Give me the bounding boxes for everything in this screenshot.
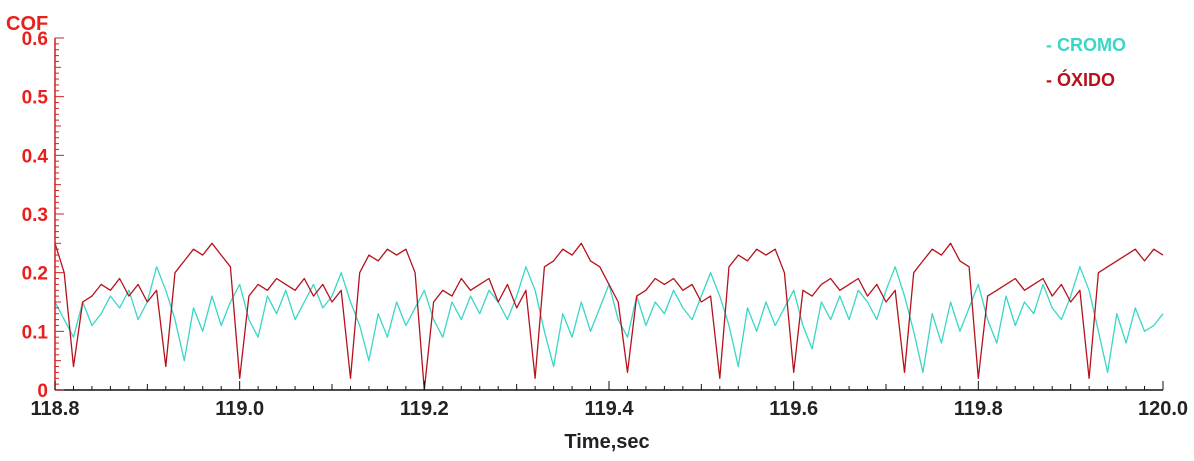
x-tick-labels: 118.8 119.0 119.2 119.4 119.6 119.8 120.0 (31, 398, 1189, 420)
y-tick-label: 0 (37, 381, 48, 402)
plot-lines (54, 242, 1164, 391)
x-tick-label: 119.8 (954, 398, 1003, 420)
x-minor-ticks (54, 381, 1164, 390)
y-tick-label: 0.6 (22, 29, 48, 50)
series-line-cromo (54, 266, 1164, 374)
x-axis-label: Time,sec (564, 431, 649, 453)
legend: - CROMO - ÓXIDO (1046, 35, 1126, 90)
y-tick-label: 0.4 (22, 146, 49, 167)
x-tick-label: 119.6 (769, 398, 818, 420)
y-tick-label: 0.1 (22, 322, 49, 343)
x-tick-label: 118.8 (31, 398, 80, 420)
y-minor-ticks (55, 37, 64, 391)
series-line-oxido (54, 242, 1164, 391)
x-tick-label: 119.2 (400, 398, 449, 420)
x-tick-label: 119.0 (215, 398, 264, 420)
y-tick-label: 0.3 (22, 205, 48, 226)
legend-item-oxido: - ÓXIDO (1046, 69, 1115, 90)
y-tick-label: 0.5 (22, 88, 49, 109)
legend-item-cromo: - CROMO (1046, 35, 1126, 55)
y-tick-label: 0.2 (22, 264, 48, 285)
axes: 0 0.1 0.2 0.3 0.4 0.5 0.6 118.8 119.0 119.2 119.4… (22, 29, 1188, 420)
y-axis-label: COF (6, 13, 48, 35)
x-tick-label: 119.4 (585, 398, 635, 420)
x-tick-label: 120.0 (1138, 398, 1188, 420)
y-tick-labels: 0 0.1 0.2 0.3 0.4 0.5 0.6 (22, 29, 49, 402)
